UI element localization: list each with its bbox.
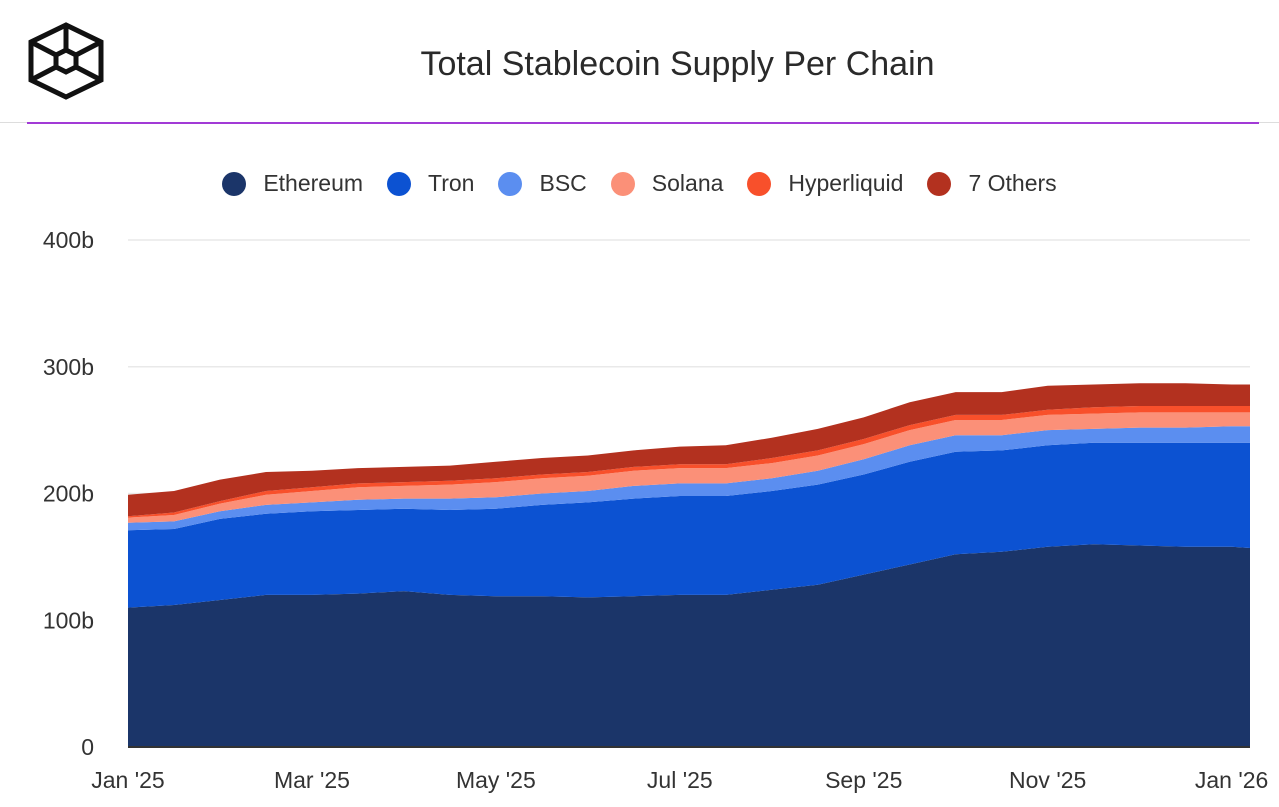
area-bsc[interactable] [128,426,1250,531]
legend-item-solana[interactable]: Solana [610,170,724,197]
y-tick-label-200b: 200b [43,481,94,507]
legend-item-ethereum[interactable]: Ethereum [222,170,363,197]
y-tick-label-300b: 300b [43,354,94,380]
area-series [128,383,1250,747]
x-tick-label-jul-25: Jul '25 [647,767,713,793]
x-tick-label-mar-25: Mar '25 [274,767,350,793]
accent-divider [27,122,1259,124]
x-tick-label-jan-26: Jan '26 [1195,767,1268,793]
legend-label-hyperliquid: Hyperliquid [788,170,904,196]
x-tick-label-nov-25: Nov '25 [1009,767,1086,793]
cube-logo-icon [28,22,104,100]
legend-label-solana: Solana [651,170,724,196]
legend-swatch-others [927,171,952,196]
legend-swatch-ethereum [222,171,247,196]
axes: 0 100b 200b 300b 400b Jan '25 Mar '25 May '25 Ju… [43,227,1269,793]
y-tick-label-0: 0 [81,734,94,760]
x-tick-label-may-25: May '25 [456,767,536,793]
x-tick-label-jan-25: Jan '25 [91,767,164,793]
area-ethereum[interactable] [128,544,1250,747]
legend-label-tron: Tron [428,170,475,196]
legend-swatch-hyperliquid [747,171,772,196]
area-7-others[interactable] [128,383,1250,517]
legend-label-ethereum: Ethereum [263,170,364,196]
legend-label-bsc: BSC [539,170,587,196]
y-tick-label-100b: 100b [43,607,94,633]
legend-item-bsc[interactable]: BSC [498,170,587,197]
legend-label-others: 7 Others [968,170,1057,196]
legend-swatch-solana [610,171,635,196]
y-tick-label-400b: 400b [43,227,94,253]
legend-item-others[interactable]: 7 Others [927,170,1057,197]
legend-swatch-tron [387,171,412,196]
legend-item-hyperliquid[interactable]: Hyperliquid [747,170,903,197]
legend-item-tron[interactable]: Tron [387,170,474,197]
chart-title: Total Stablecoin Supply Per Chain [420,45,935,83]
x-tick-label-sep-25: Sep '25 [825,767,902,793]
chart-header: Total Stablecoin Supply Per Chain [0,0,1279,124]
area-solana[interactable] [128,412,1250,523]
chart-legend: Ethereum Tron BSC Solana Hyperliquid 7 O… [0,170,1279,197]
legend-swatch-bsc [498,171,523,196]
area-tron[interactable] [128,442,1250,608]
